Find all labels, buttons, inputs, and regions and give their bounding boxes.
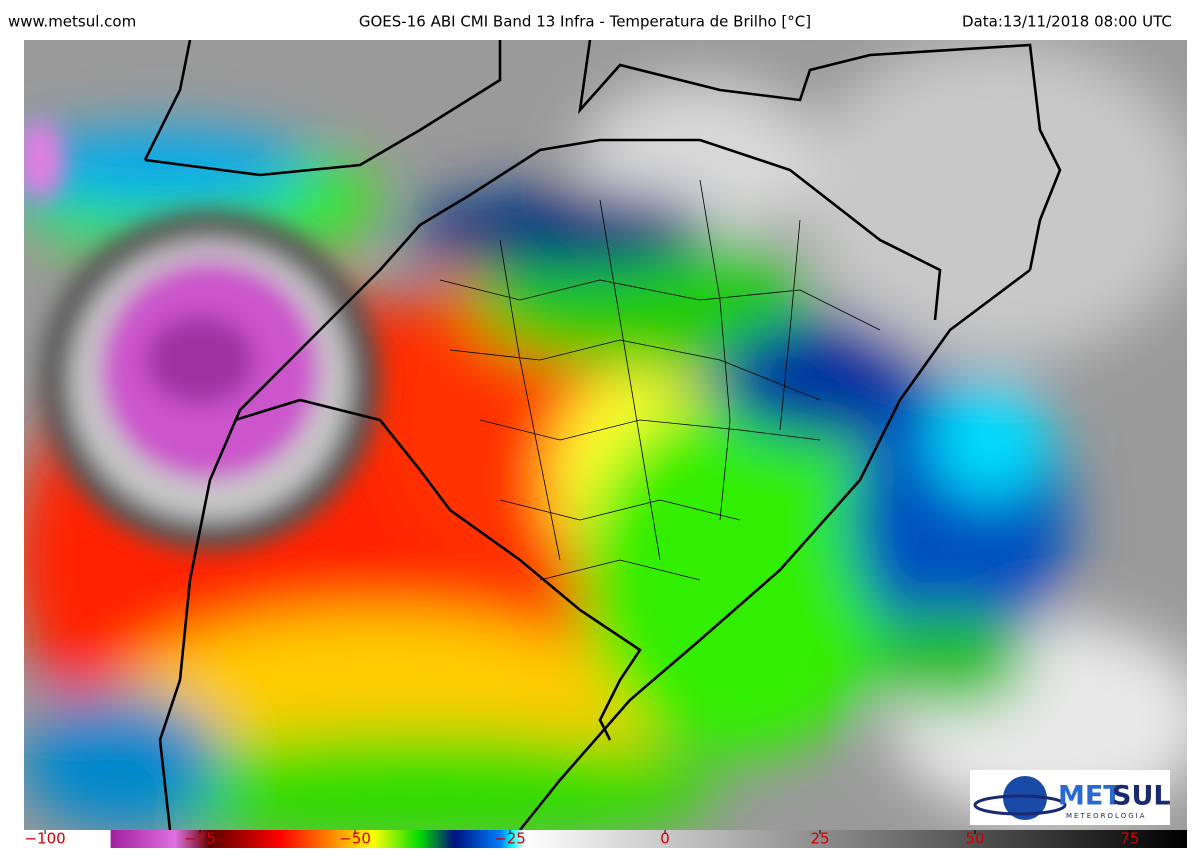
colorbar: [24, 830, 1187, 848]
logo-met: MET: [1058, 781, 1122, 812]
municipal-borders: [439, 179, 881, 581]
colorbar-tick-label: −100: [24, 830, 65, 848]
colorbar-tick-label: 75: [1120, 830, 1139, 848]
image-date: Data:13/11/2018 08:00 UTC: [962, 13, 1172, 31]
logo-ring: [973, 794, 1067, 816]
colorbar-tick-label: 0: [660, 830, 670, 848]
image-title: GOES-16 ABI CMI Band 13 Infra - Temperat…: [359, 13, 811, 31]
colorbar-tick-label: 25: [810, 830, 829, 848]
logo-globe: [1003, 776, 1047, 820]
logo-subtitle: METEOROLOGIA: [1066, 812, 1146, 820]
logo-sul: SUL: [1112, 781, 1171, 812]
borders: [143, 40, 1062, 830]
colorbar-tick-label: −75: [184, 830, 216, 848]
colorbar-tick-label: 50: [965, 830, 984, 848]
map: [24, 40, 1187, 830]
colorbar-tick-label: −25: [494, 830, 526, 848]
colorbar-tick-label: −50: [339, 830, 371, 848]
site-url: www.metsul.com: [8, 13, 136, 31]
logo: MET SUL METEOROLOGIA: [970, 770, 1171, 825]
